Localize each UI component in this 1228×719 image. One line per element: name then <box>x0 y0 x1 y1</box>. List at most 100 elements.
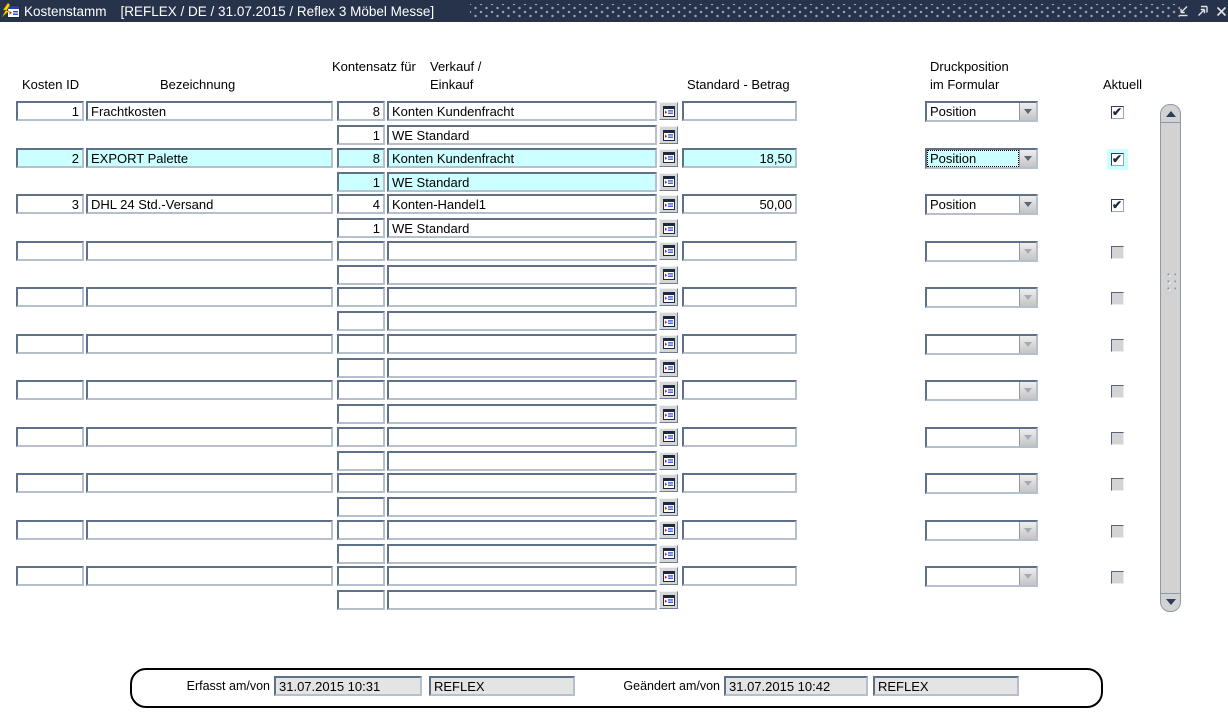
druckposition-dropdown[interactable]: Position <box>925 147 1038 169</box>
einkauf-konto-field[interactable] <box>387 264 657 285</box>
aktuell-checkbox[interactable] <box>1111 524 1124 538</box>
kosten-id-field[interactable] <box>16 333 84 354</box>
lov-button[interactable] <box>659 405 678 423</box>
kontensatz-sub-field[interactable]: 1 <box>337 125 385 145</box>
einkauf-konto-field[interactable]: WE Standard <box>387 171 657 192</box>
lov-button[interactable] <box>659 172 678 191</box>
aktuell-checkbox[interactable] <box>1111 431 1124 445</box>
kontensatz-sub-field[interactable]: 1 <box>337 218 385 238</box>
bezeichnung-field[interactable]: Frachtkosten <box>86 101 333 121</box>
druckposition-dropdown[interactable] <box>925 240 1038 262</box>
kontensatz-sub-field[interactable] <box>337 264 385 285</box>
kosten-id-field[interactable] <box>16 566 84 586</box>
standard-betrag-field[interactable] <box>682 566 797 586</box>
kosten-id-field[interactable] <box>16 473 84 493</box>
kosten-id-field[interactable] <box>16 287 84 307</box>
druckposition-dropdown[interactable] <box>925 519 1038 541</box>
lov-button[interactable] <box>659 241 678 260</box>
kontensatz-field[interactable] <box>337 473 385 493</box>
standard-betrag-field[interactable] <box>682 426 797 447</box>
verkauf-konto-field[interactable]: Konten Kundenfracht <box>387 101 657 121</box>
lov-button[interactable] <box>659 498 678 516</box>
aktuell-checkbox[interactable] <box>1111 338 1124 352</box>
druckposition-dropdown[interactable] <box>925 287 1038 308</box>
lov-button[interactable] <box>659 219 678 237</box>
aktuell-checkbox[interactable] <box>1111 198 1124 212</box>
einkauf-konto-field[interactable] <box>387 357 657 378</box>
kontensatz-field[interactable] <box>337 240 385 261</box>
verkauf-konto-field[interactable] <box>387 426 657 447</box>
chevron-down-icon[interactable] <box>1019 289 1036 306</box>
kontensatz-sub-field[interactable] <box>337 357 385 378</box>
lov-button[interactable] <box>659 334 678 353</box>
kosten-id-field[interactable] <box>16 380 84 400</box>
lov-button[interactable] <box>659 358 678 377</box>
druckposition-dropdown[interactable] <box>925 426 1038 448</box>
lov-button[interactable] <box>659 544 678 563</box>
lov-button[interactable] <box>659 567 678 585</box>
bezeichnung-field[interactable]: EXPORT Palette <box>86 147 333 168</box>
kontensatz-sub-field[interactable] <box>337 590 385 610</box>
bezeichnung-field[interactable] <box>86 426 333 447</box>
chevron-down-icon[interactable] <box>1019 196 1036 213</box>
chevron-down-icon[interactable] <box>1019 475 1036 492</box>
erfasst-user-field[interactable]: REFLEX <box>429 676 575 696</box>
kontensatz-field[interactable] <box>337 566 385 586</box>
chevron-down-icon[interactable] <box>1019 149 1036 167</box>
bezeichnung-field[interactable]: DHL 24 Std.-Versand <box>86 194 333 214</box>
aktuell-checkbox[interactable] <box>1111 571 1124 584</box>
kontensatz-field[interactable] <box>337 426 385 447</box>
lov-button[interactable] <box>659 312 678 330</box>
scroll-down-button[interactable] <box>1161 593 1180 610</box>
kontensatz-field[interactable]: 4 <box>337 194 385 214</box>
druckposition-dropdown[interactable]: Position <box>925 194 1038 215</box>
chevron-down-icon[interactable] <box>1019 103 1036 120</box>
aktuell-checkbox[interactable] <box>1111 152 1124 166</box>
verkauf-konto-field[interactable] <box>387 473 657 493</box>
einkauf-konto-field[interactable] <box>387 404 657 424</box>
bezeichnung-field[interactable] <box>86 519 333 540</box>
lov-button[interactable] <box>659 427 678 446</box>
druckposition-dropdown[interactable] <box>925 333 1038 355</box>
lov-button[interactable] <box>659 195 678 213</box>
lov-button[interactable] <box>659 288 678 306</box>
bezeichnung-field[interactable] <box>86 333 333 354</box>
verkauf-konto-field[interactable]: Konten-Handel1 <box>387 194 657 214</box>
einkauf-konto-field[interactable] <box>387 590 657 610</box>
kosten-id-field[interactable]: 1 <box>16 101 84 121</box>
druckposition-dropdown[interactable] <box>925 473 1038 494</box>
maximize-window-icon[interactable] <box>1196 5 1209 18</box>
vertical-scrollbar[interactable] <box>1160 104 1181 612</box>
druckposition-dropdown[interactable] <box>925 566 1038 587</box>
kosten-id-field[interactable] <box>16 519 84 540</box>
kosten-id-field[interactable] <box>16 240 84 261</box>
lov-button[interactable] <box>659 451 678 470</box>
kosten-id-field[interactable] <box>16 426 84 447</box>
lov-button[interactable] <box>659 381 678 399</box>
standard-betrag-field[interactable] <box>682 333 797 354</box>
erfasst-datetime-field[interactable]: 31.07.2015 10:31 <box>274 676 422 696</box>
aktuell-checkbox[interactable] <box>1111 478 1124 491</box>
lov-button[interactable] <box>659 148 678 167</box>
close-window-icon[interactable] <box>1215 5 1228 18</box>
kontensatz-field[interactable] <box>337 380 385 400</box>
verkauf-konto-field[interactable] <box>387 240 657 261</box>
aktuell-checkbox[interactable] <box>1111 385 1124 398</box>
bezeichnung-field[interactable] <box>86 473 333 493</box>
einkauf-konto-field[interactable] <box>387 311 657 331</box>
einkauf-konto-field[interactable] <box>387 497 657 517</box>
verkauf-konto-field[interactable] <box>387 380 657 400</box>
standard-betrag-field[interactable] <box>682 101 797 121</box>
druckposition-dropdown[interactable] <box>925 380 1038 401</box>
kosten-id-field[interactable]: 3 <box>16 194 84 214</box>
kontensatz-sub-field[interactable] <box>337 404 385 424</box>
chevron-down-icon[interactable] <box>1019 382 1036 399</box>
einkauf-konto-field[interactable]: WE Standard <box>387 125 657 145</box>
kontensatz-field[interactable] <box>337 333 385 354</box>
einkauf-konto-field[interactable]: WE Standard <box>387 218 657 238</box>
bezeichnung-field[interactable] <box>86 240 333 261</box>
scrollbar-grip[interactable] <box>1165 271 1176 291</box>
lov-button[interactable] <box>659 591 678 609</box>
einkauf-konto-field[interactable] <box>387 543 657 564</box>
lov-button[interactable] <box>659 102 678 120</box>
